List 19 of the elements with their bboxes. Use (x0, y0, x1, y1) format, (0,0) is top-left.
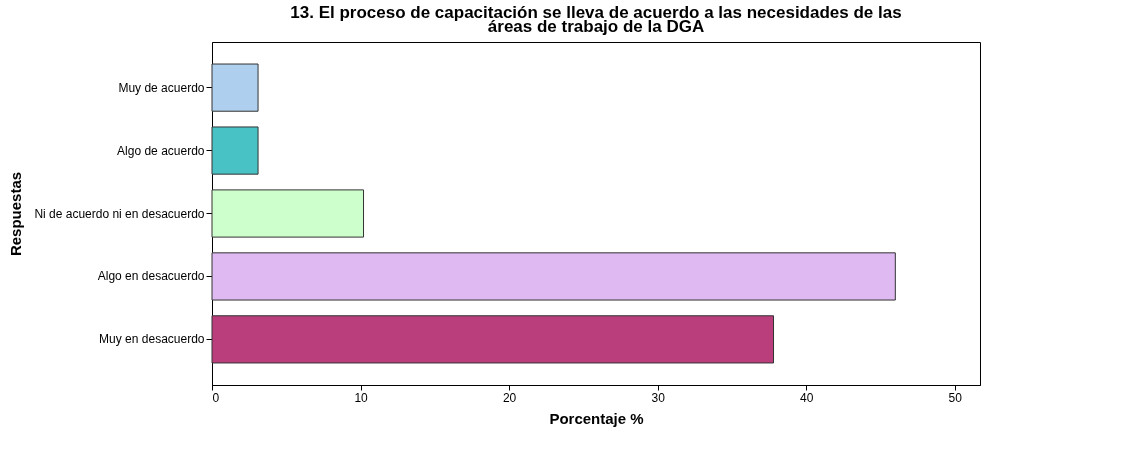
y-tick-label: Muy en desacuerdo (99, 332, 205, 347)
y-tick-label: Algo en desacuerdo (97, 269, 205, 284)
x-tick-label: 0 (212, 390, 220, 405)
x-tick-label: 40 (800, 390, 814, 405)
y-tick-label: Ni de acuerdo ni en desacuerdo (34, 206, 205, 221)
bar (211, 63, 259, 112)
chart-title: 13. El proceso de capacitación se lleva de acuerdo a las necesidades de las áreas de trabajo de la DGA (290, 3, 902, 36)
x-tick-label: 20 (502, 390, 517, 405)
x-tick-label: 10 (354, 390, 369, 405)
bar (211, 252, 896, 301)
bar (211, 189, 365, 238)
y-tick-label: Muy de acuerdo (118, 80, 205, 95)
x-axis-title: Porcentaje % (549, 409, 644, 427)
bar (211, 126, 259, 175)
y-tick-label: Algo de acuerdo (117, 143, 205, 158)
x-tick-label: 50 (948, 390, 963, 405)
bar (211, 315, 775, 364)
y-axis-title: Respuestas (7, 171, 25, 257)
x-tick-label: 30 (651, 390, 666, 405)
